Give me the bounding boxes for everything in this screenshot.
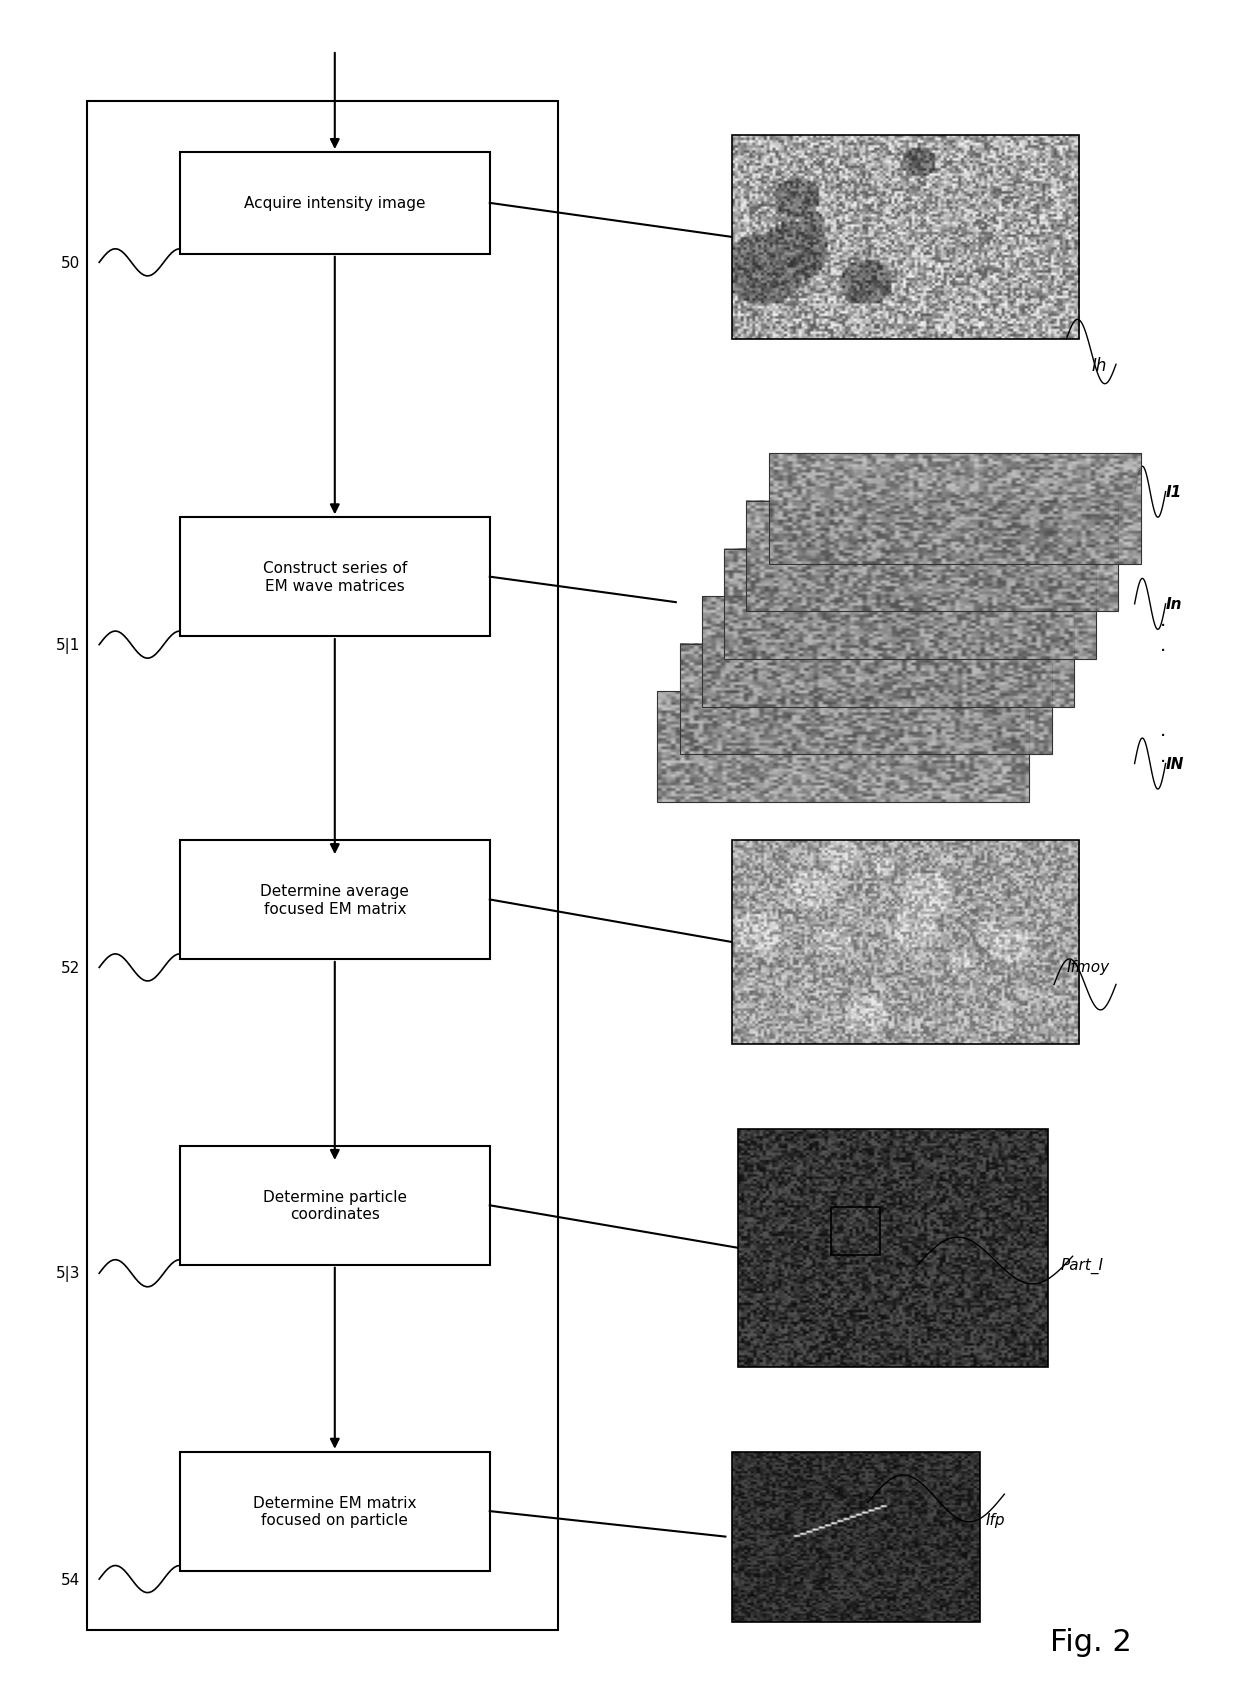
Text: Ifmoy: Ifmoy xyxy=(1066,959,1110,975)
Text: 54: 54 xyxy=(61,1572,81,1586)
FancyBboxPatch shape xyxy=(180,1146,490,1265)
Text: .: . xyxy=(1159,635,1166,655)
Text: Ih: Ih xyxy=(1091,357,1106,375)
FancyBboxPatch shape xyxy=(87,102,558,1630)
Text: 50: 50 xyxy=(61,256,81,270)
Text: 5|3: 5|3 xyxy=(56,1265,81,1282)
Text: 5|1: 5|1 xyxy=(56,637,81,654)
FancyBboxPatch shape xyxy=(180,153,490,255)
Text: IN: IN xyxy=(1166,757,1184,771)
Text: In: In xyxy=(1166,598,1182,611)
Text: Determine particle
coordinates: Determine particle coordinates xyxy=(263,1189,407,1223)
FancyBboxPatch shape xyxy=(180,841,490,959)
Text: Construct series of
EM wave matrices: Construct series of EM wave matrices xyxy=(263,560,407,594)
FancyBboxPatch shape xyxy=(180,518,490,637)
Text: .: . xyxy=(1159,610,1166,630)
Text: Part_I: Part_I xyxy=(1060,1257,1104,1274)
FancyBboxPatch shape xyxy=(180,1452,490,1571)
Text: Ifp: Ifp xyxy=(986,1513,1006,1527)
Text: Fig. 2: Fig. 2 xyxy=(1050,1627,1132,1656)
Text: I1: I1 xyxy=(1166,486,1182,499)
Text: Determine average
focused EM matrix: Determine average focused EM matrix xyxy=(260,883,409,917)
Text: .: . xyxy=(1159,745,1166,766)
Text: .: . xyxy=(1159,720,1166,740)
Text: Acquire intensity image: Acquire intensity image xyxy=(244,197,425,211)
Text: 52: 52 xyxy=(61,961,81,975)
Text: Determine EM matrix
focused on particle: Determine EM matrix focused on particle xyxy=(253,1494,417,1528)
